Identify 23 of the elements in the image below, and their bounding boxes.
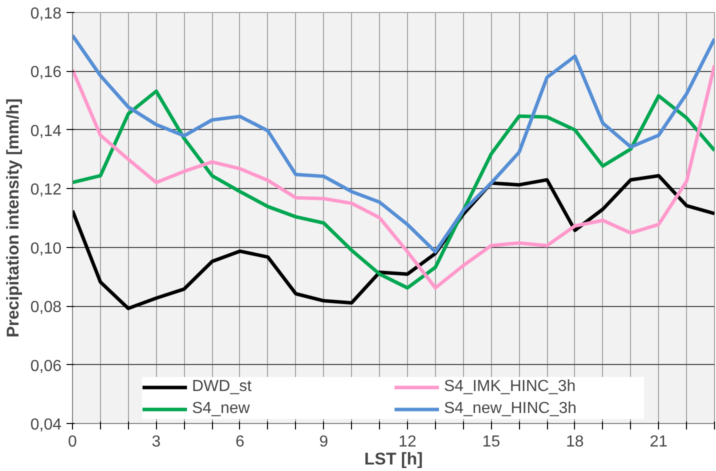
- legend-label: DWD_st: [192, 378, 253, 396]
- x-tick-label: 3: [152, 434, 161, 450]
- y-tick-label: 0,16: [30, 64, 62, 82]
- y-tick-label: 0,08: [30, 299, 62, 316]
- y-tick-label: 0,14: [30, 122, 62, 140]
- legend-label: S4_new: [192, 400, 251, 418]
- x-tick-label: 21: [650, 434, 668, 450]
- x-tick-label: 15: [482, 434, 500, 450]
- x-tick-label: 18: [566, 434, 584, 450]
- y-tick-label: 0,04: [30, 416, 62, 434]
- legend-label: S4_new_HINC_3h: [444, 400, 578, 418]
- y-tick-label: 0,10: [30, 240, 62, 258]
- x-tick-label: 9: [319, 434, 328, 450]
- y-tick-label: 0,18: [30, 6, 62, 22]
- x-tick-label: 12: [398, 434, 416, 450]
- line-series: [72, 34, 714, 254]
- x-tick-label: 0: [68, 434, 78, 450]
- x-tick-label: 6: [236, 434, 245, 450]
- y-axis-title: Precipitation intensity [mm/h]: [3, 98, 22, 338]
- y-tick-label: 0,06: [30, 358, 62, 375]
- y-tick-label: 0,12: [30, 182, 62, 199]
- x-axis-title: LST [h]: [364, 450, 423, 468]
- legend-label: S4_IMK_HINC_3h: [444, 378, 577, 396]
